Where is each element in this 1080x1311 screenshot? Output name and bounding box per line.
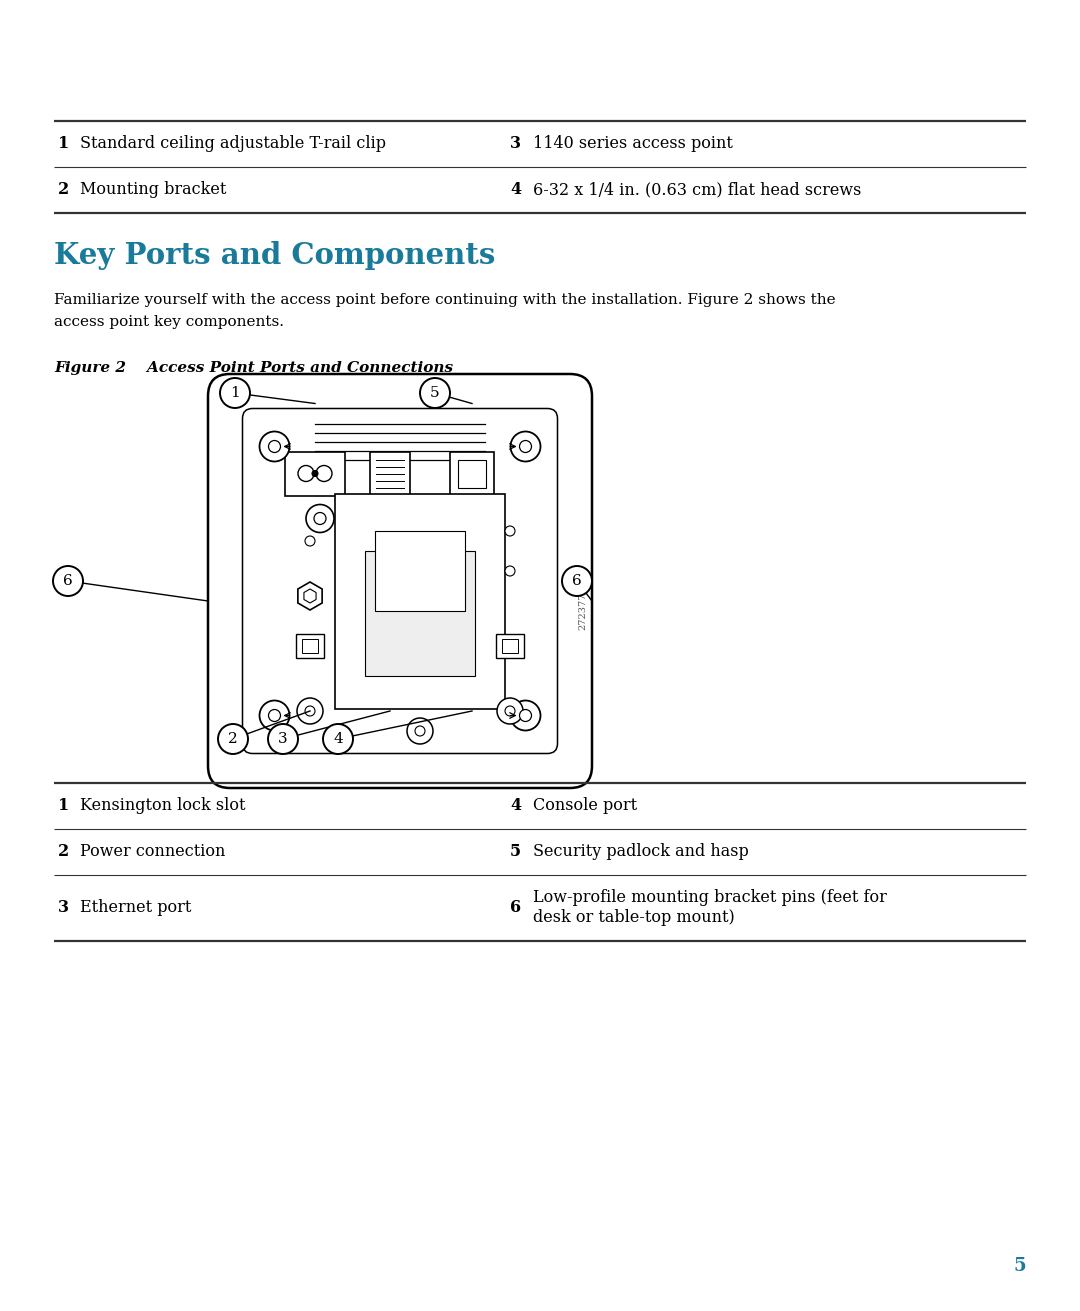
Circle shape	[312, 471, 318, 476]
Text: 5: 5	[510, 843, 522, 860]
Circle shape	[415, 726, 426, 735]
Circle shape	[314, 513, 326, 524]
Text: 1: 1	[58, 135, 69, 152]
Circle shape	[316, 465, 332, 481]
Bar	[302, 638, 318, 653]
Bar	[335, 493, 505, 708]
Circle shape	[53, 566, 83, 597]
Circle shape	[306, 505, 334, 532]
Text: desk or table-top mount): desk or table-top mount)	[534, 910, 734, 927]
Text: 1140 series access point: 1140 series access point	[534, 135, 733, 152]
Bar	[502, 638, 518, 653]
Circle shape	[511, 431, 540, 461]
Text: 6: 6	[510, 899, 522, 916]
Circle shape	[305, 707, 315, 716]
Text: 3: 3	[58, 899, 69, 916]
Text: 4: 4	[510, 797, 522, 814]
Text: Familiarize yourself with the access point before continuing with the installati: Familiarize yourself with the access poi…	[54, 292, 836, 307]
Bar	[285, 451, 345, 496]
Circle shape	[305, 536, 315, 545]
Text: 6-32 x 1/4 in. (0.63 cm) flat head screws: 6-32 x 1/4 in. (0.63 cm) flat head screw…	[534, 181, 862, 198]
Bar	[365, 551, 475, 676]
Bar	[296, 635, 324, 658]
Text: 3: 3	[510, 135, 521, 152]
Circle shape	[218, 724, 248, 754]
Circle shape	[407, 718, 433, 745]
Text: 6: 6	[63, 574, 72, 589]
Text: 5: 5	[1013, 1257, 1026, 1276]
Text: 2: 2	[58, 843, 69, 860]
Text: Standard ceiling adjustable T-rail clip: Standard ceiling adjustable T-rail clip	[80, 135, 386, 152]
Text: 2: 2	[228, 732, 238, 746]
Circle shape	[259, 700, 289, 730]
Circle shape	[259, 431, 289, 461]
Bar	[496, 635, 524, 658]
Text: 6: 6	[572, 574, 582, 589]
Circle shape	[269, 440, 281, 452]
Text: Console port: Console port	[534, 797, 637, 814]
Circle shape	[519, 440, 531, 452]
Text: Security padlock and hasp: Security padlock and hasp	[534, 843, 748, 860]
Bar	[375, 531, 465, 611]
Text: 3: 3	[279, 732, 287, 746]
Text: Ethernet port: Ethernet port	[80, 899, 191, 916]
Text: Figure 2    Access Point Ports and Connections: Figure 2 Access Point Ports and Connecti…	[54, 361, 454, 375]
Text: 272377: 272377	[578, 593, 588, 629]
Circle shape	[497, 697, 523, 724]
Text: Low-profile mounting bracket pins (feet for: Low-profile mounting bracket pins (feet …	[534, 889, 887, 906]
FancyBboxPatch shape	[243, 409, 557, 754]
Circle shape	[269, 709, 281, 721]
Text: Power connection: Power connection	[80, 843, 226, 860]
Text: 5: 5	[430, 385, 440, 400]
Circle shape	[268, 724, 298, 754]
Circle shape	[420, 378, 450, 408]
Circle shape	[220, 378, 249, 408]
Text: 2: 2	[58, 181, 69, 198]
Bar	[370, 451, 410, 496]
Bar	[458, 459, 486, 488]
Circle shape	[511, 700, 540, 730]
Text: Kensington lock slot: Kensington lock slot	[80, 797, 245, 814]
Text: 4: 4	[510, 181, 522, 198]
Circle shape	[519, 709, 531, 721]
Text: Key Ports and Components: Key Ports and Components	[54, 241, 496, 270]
Circle shape	[562, 566, 592, 597]
Text: 4: 4	[333, 732, 342, 746]
Text: 1: 1	[58, 797, 69, 814]
Text: Mounting bracket: Mounting bracket	[80, 181, 227, 198]
FancyBboxPatch shape	[208, 374, 592, 788]
Text: 1: 1	[230, 385, 240, 400]
Text: access point key components.: access point key components.	[54, 315, 284, 329]
Bar	[450, 451, 494, 496]
Circle shape	[323, 724, 353, 754]
Circle shape	[505, 526, 515, 536]
Circle shape	[505, 707, 515, 716]
Circle shape	[298, 465, 314, 481]
Circle shape	[297, 697, 323, 724]
Circle shape	[505, 566, 515, 576]
